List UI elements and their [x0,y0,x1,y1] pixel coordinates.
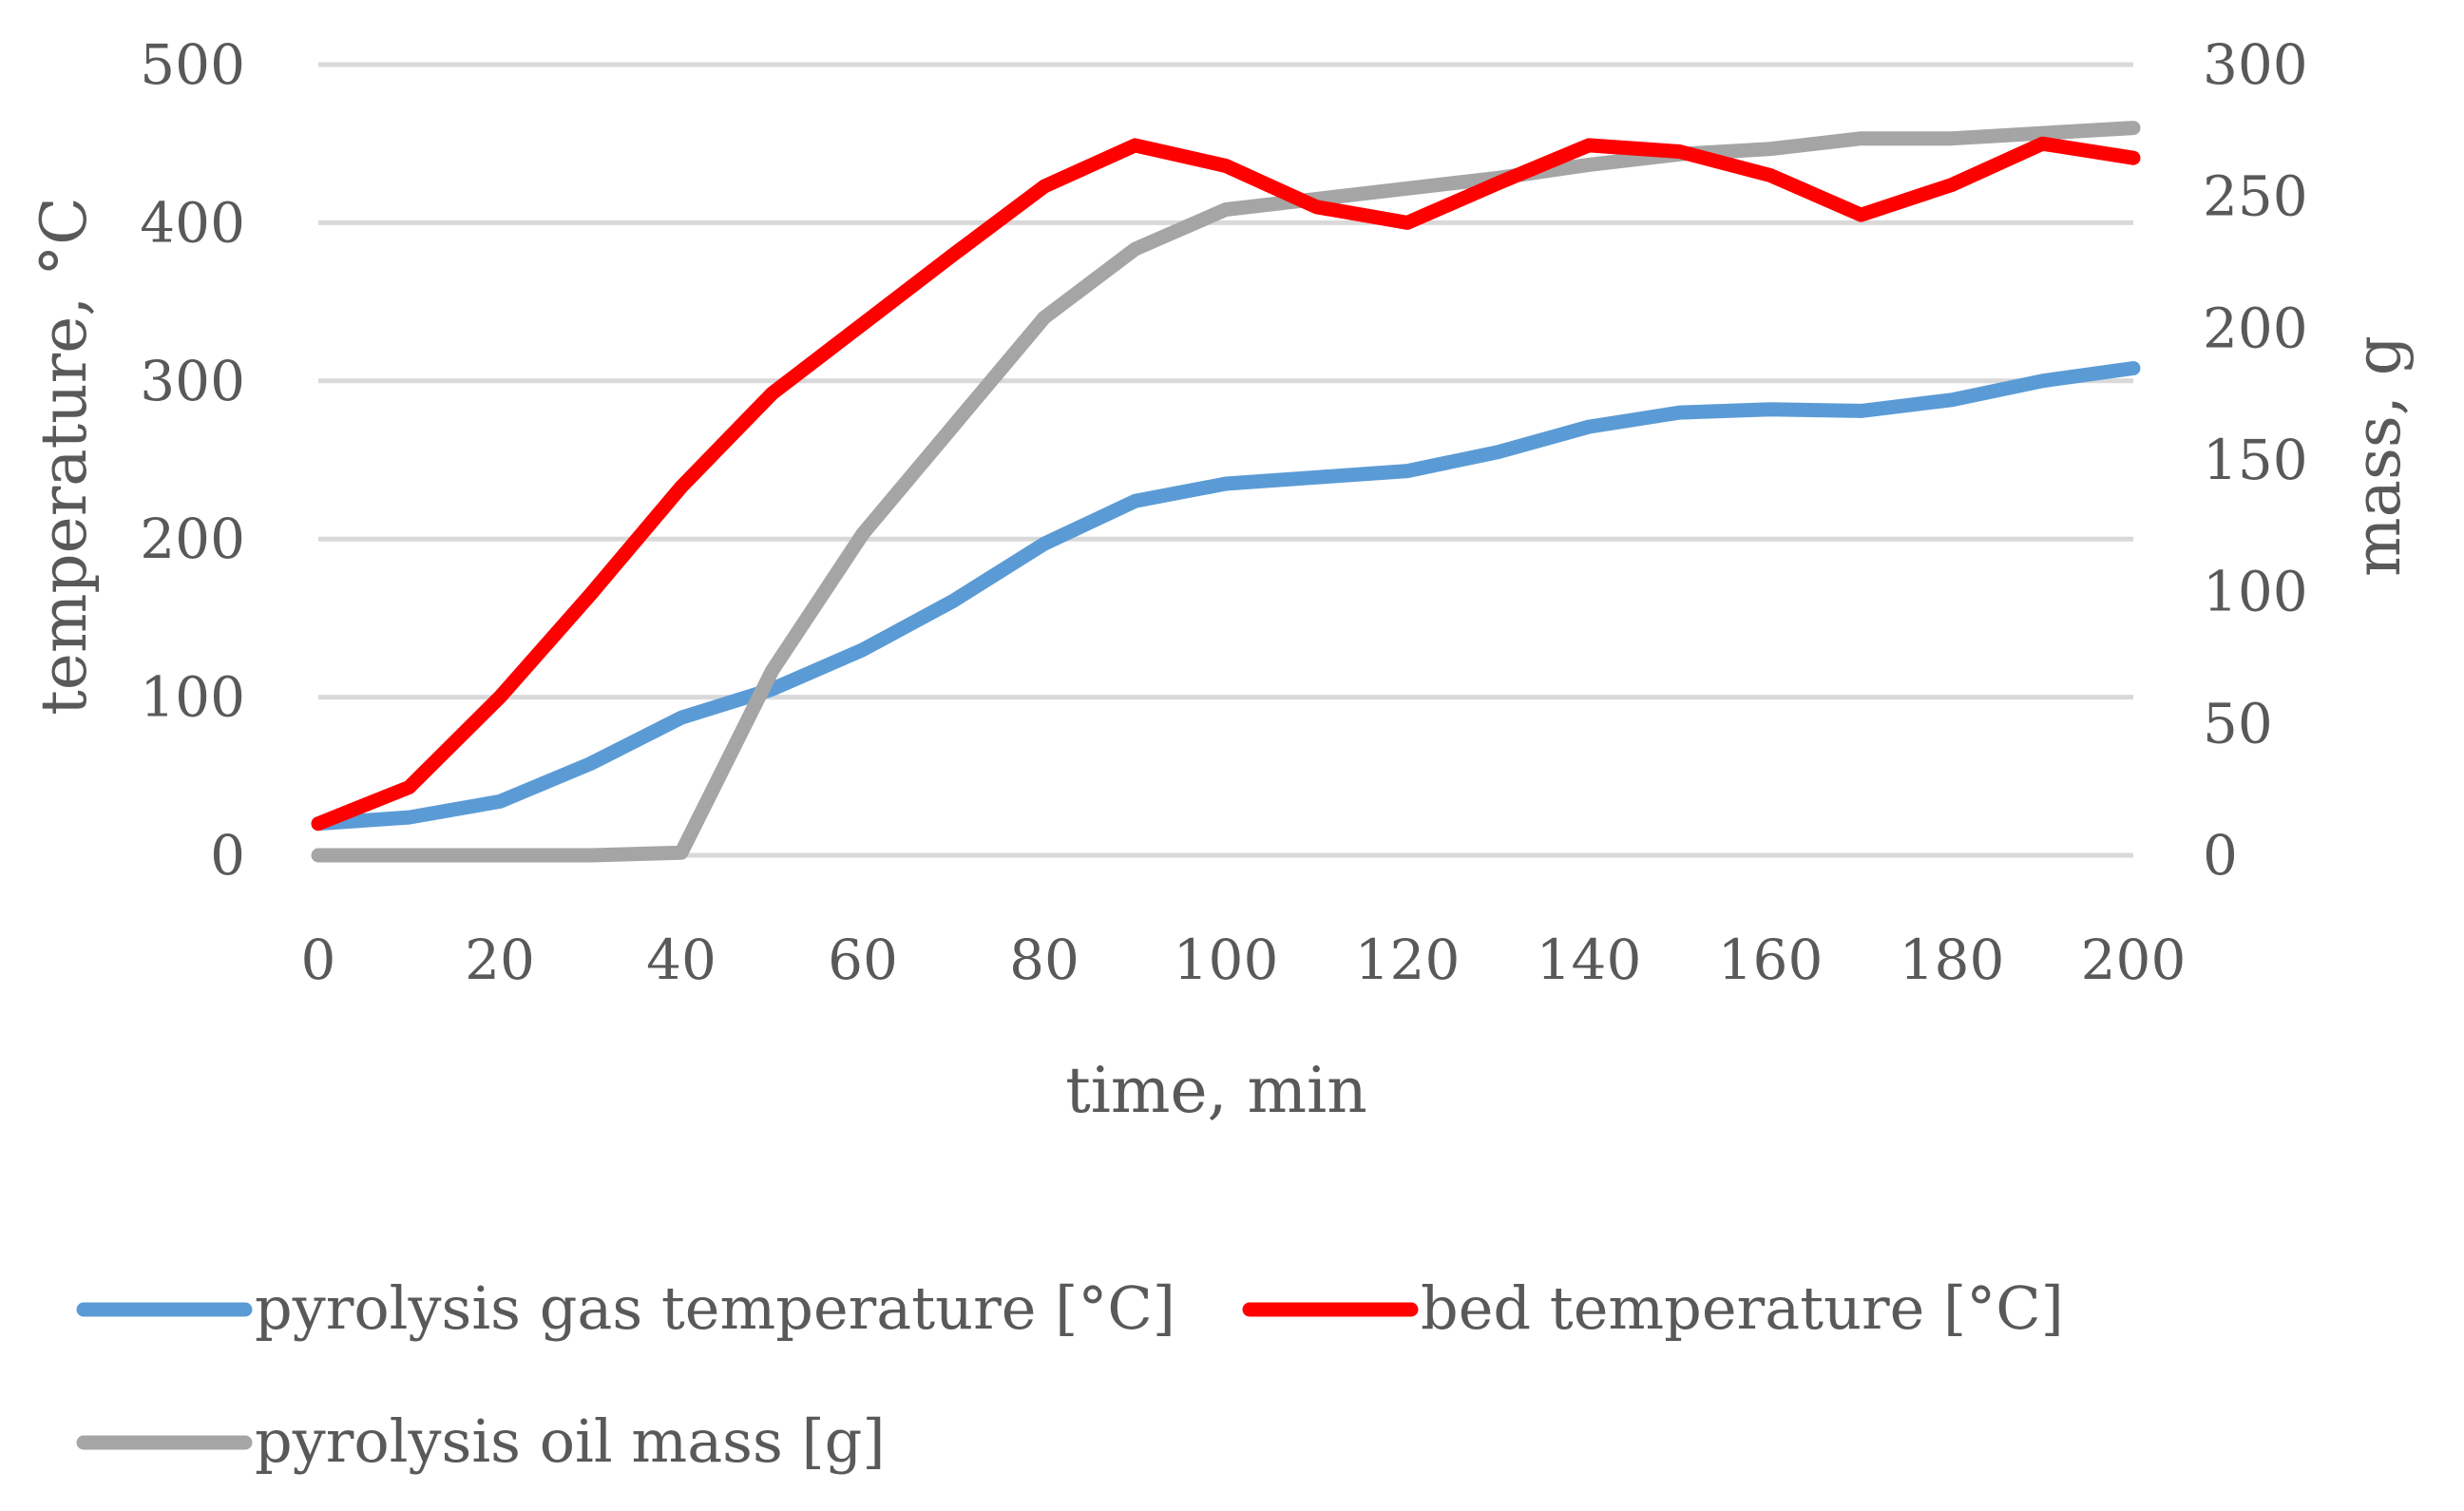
x-tick-label: 40 [646,928,716,992]
y2-axis-title: mass, g [2341,335,2415,577]
x-tick-label: 20 [465,928,535,992]
x-tick-label: 140 [1537,928,1642,992]
y2-tick-label: 300 [2203,32,2308,97]
y-tick-label: 400 [140,190,245,255]
y2-tick-label: 50 [2203,691,2273,756]
y2-tick-label: 100 [2203,560,2308,624]
legend-label-pyrolysis-oil-mass: pyrolysis oil mass [g] [255,1406,886,1476]
x-tick-label: 100 [1174,928,1279,992]
series-line-pyrolysis-oil-mass [311,121,2141,863]
y2-tick-label: 0 [2203,823,2238,888]
legend: pyrolysis gas temperature [°C] bed tempe… [76,1273,2064,1476]
right-axis-ticks: 0 50 100 150 200 250 300 [2203,32,2308,888]
y-tick-label: 0 [210,823,245,888]
series-line-bed-temperature [311,136,2141,832]
y-tick-label: 200 [140,507,245,571]
x-tick-label: 80 [1009,928,1079,992]
y2-tick-label: 200 [2203,296,2308,360]
y-axis-title: temperature, °C [28,197,101,715]
x-axis-title: time, min [1065,1054,1366,1127]
x-tick-label: 200 [2081,928,2187,992]
y-tick-label: 300 [140,349,245,413]
y-tick-label: 100 [140,665,245,730]
x-tick-label: 160 [1718,928,1824,992]
legend-label-pyrolysis-gas-temperature: pyrolysis gas temperature [°C] [255,1273,1175,1343]
y-tick-label: 500 [140,32,245,97]
legend-item-pyrolysis-oil-mass: pyrolysis oil mass [g] [76,1406,886,1476]
series-line-pyrolysis-gas-temperature [311,361,2141,832]
x-tick-label: 120 [1355,928,1461,992]
series-lines [311,121,2141,863]
legend-item-bed-temperature: bed temperature [°C] [1242,1273,2064,1343]
x-tick-label: 180 [1900,928,2005,992]
x-tick-label: 60 [828,928,898,992]
y2-tick-label: 250 [2203,164,2308,229]
gridlines [318,62,2133,858]
y2-tick-label: 150 [2203,428,2308,492]
x-axis-ticks: 0 20 40 60 80 100 120 140 160 180 200 [301,928,2187,992]
legend-item-pyrolysis-gas-temperature: pyrolysis gas temperature [°C] [76,1273,1175,1343]
legend-label-bed-temperature: bed temperature [°C] [1421,1273,2064,1343]
x-tick-label: 0 [301,928,336,992]
left-axis-ticks: 0 100 200 300 400 500 [140,32,245,888]
